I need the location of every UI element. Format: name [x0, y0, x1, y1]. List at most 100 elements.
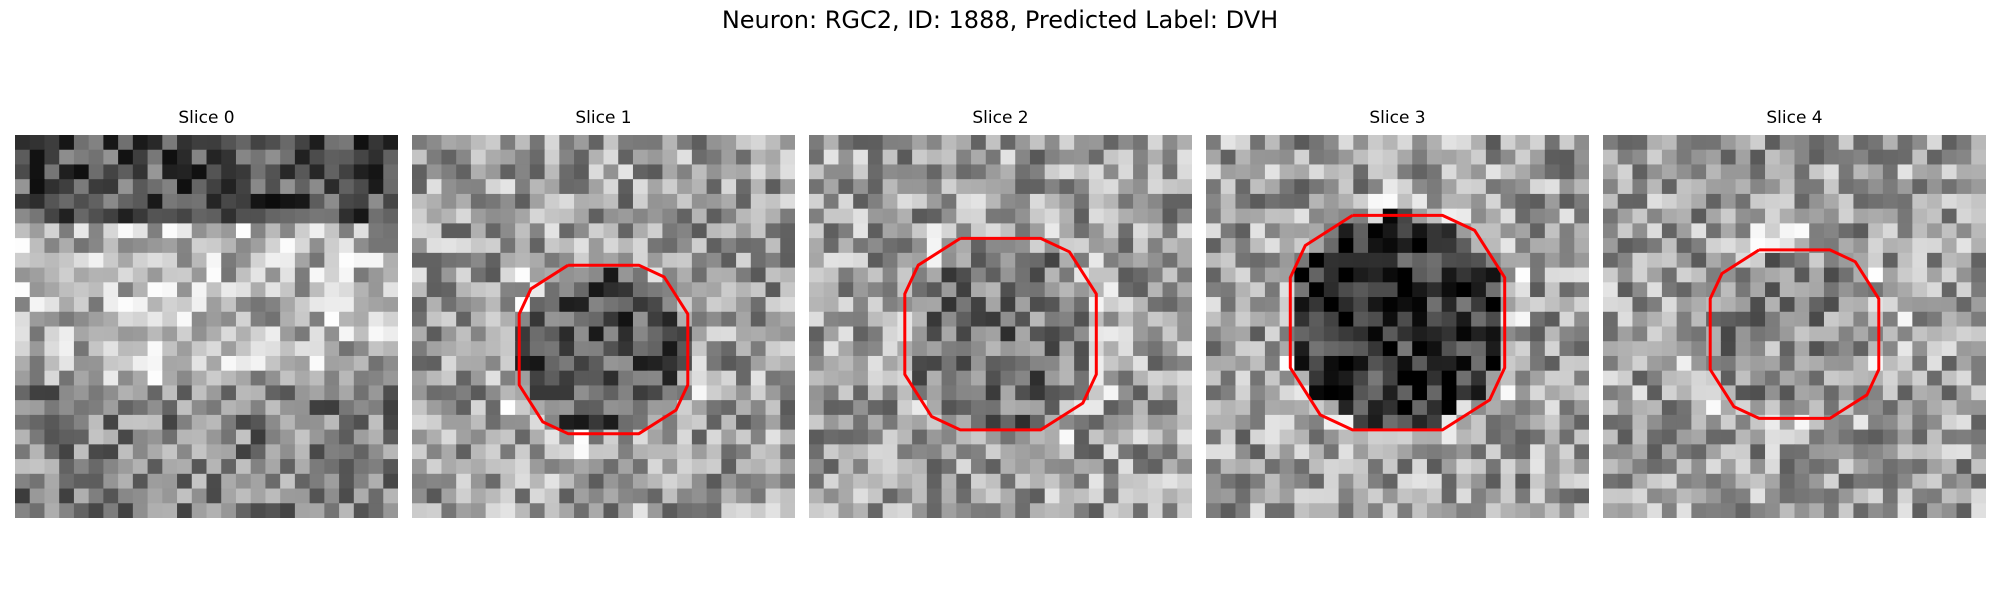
image-pixel: [1059, 488, 1075, 504]
image-pixel: [706, 473, 722, 490]
image-pixel: [44, 208, 60, 224]
image-pixel: [1441, 326, 1458, 342]
image-pixel: [1868, 488, 1884, 504]
image-pixel: [206, 503, 222, 518]
image-pixel: [426, 179, 443, 195]
image-pixel: [1044, 385, 1061, 401]
image-pixel: [1661, 444, 1678, 460]
image-pixel: [1617, 238, 1634, 254]
image-pixel: [500, 400, 516, 416]
image-pixel: [1647, 473, 1663, 490]
image-pixel: [177, 311, 193, 328]
image-pixel: [1088, 400, 1105, 416]
image-pixel: [1603, 267, 1619, 283]
image-pixel: [1294, 414, 1310, 431]
image-pixel: [1603, 355, 1619, 372]
image-pixel: [1838, 459, 1855, 475]
image-pixel: [529, 326, 546, 342]
image-pixel: [1177, 355, 1192, 372]
image-pixel: [1750, 459, 1766, 475]
image-pixel: [941, 473, 957, 490]
image-pixel: [1765, 429, 1781, 445]
image-pixel: [1676, 149, 1692, 166]
image-pixel: [206, 282, 222, 298]
image-pixel: [103, 503, 119, 518]
image-pixel: [853, 414, 869, 431]
image-pixel: [897, 459, 913, 475]
image-pixel: [44, 488, 60, 504]
image-pixel: [324, 252, 340, 269]
image-pixel: [1456, 503, 1472, 518]
image-pixel: [1264, 252, 1281, 269]
image-pixel: [1882, 238, 1899, 254]
image-pixel: [470, 311, 487, 328]
image-pixel: [691, 208, 708, 224]
image-pixel: [1059, 414, 1075, 431]
image-pixel: [147, 444, 163, 460]
image-pixel: [1397, 503, 1413, 518]
image-pixel: [1441, 179, 1458, 195]
image-pixel: [1206, 267, 1222, 283]
image-pixel: [971, 459, 987, 475]
image-pixel: [206, 385, 222, 401]
image-pixel: [1029, 193, 1046, 210]
image-pixel: [529, 488, 546, 504]
image-pixel: [1574, 488, 1589, 504]
image-pixel: [1956, 208, 1972, 224]
image-pixel: [1412, 164, 1428, 180]
image-pixel: [956, 311, 972, 328]
image-pixel: [985, 252, 1002, 269]
image-pixel: [1177, 238, 1192, 254]
image-pixel: [1853, 414, 1869, 431]
image-pixel: [132, 238, 149, 254]
image-pixel: [177, 429, 193, 445]
image-pixel: [1765, 179, 1781, 195]
image-pixel: [853, 208, 869, 224]
image-pixel: [574, 326, 590, 342]
image-pixel: [1632, 208, 1648, 224]
image-pixel: [1956, 223, 1972, 239]
image-pixel: [250, 385, 267, 401]
image-pixel: [1765, 282, 1781, 298]
image-pixel: [574, 459, 590, 475]
image-pixel: [470, 208, 487, 224]
image-pixel: [1309, 444, 1325, 460]
image-pixel: [1720, 341, 1737, 357]
image-pixel: [662, 193, 678, 210]
image-pixel: [500, 267, 516, 283]
image-pixel: [1750, 311, 1766, 328]
image-pixel: [1382, 238, 1399, 254]
image-pixel: [44, 282, 60, 298]
image-pixel: [29, 385, 46, 401]
image-pixel: [1323, 488, 1340, 504]
image-pixel: [985, 282, 1002, 298]
image-pixel: [941, 267, 957, 283]
image-pixel: [1118, 370, 1134, 387]
image-pixel: [1617, 149, 1634, 166]
image-pixel: [618, 297, 634, 313]
image-pixel: [441, 459, 457, 475]
image-pixel: [1118, 488, 1134, 504]
image-pixel: [1309, 355, 1325, 372]
image-pixel: [1485, 193, 1502, 210]
image-pixel: [926, 297, 943, 313]
image-pixel: [1044, 326, 1061, 342]
image-pixel: [280, 414, 296, 431]
image-pixel: [1632, 135, 1648, 151]
image-pixel: [677, 355, 693, 372]
image-pixel: [1897, 429, 1913, 445]
image-pixel: [324, 503, 340, 518]
image-pixel: [59, 385, 75, 401]
image-pixel: [1720, 149, 1737, 166]
image-pixel: [1676, 267, 1692, 283]
image-pixel: [383, 267, 398, 283]
image-pixel: [250, 252, 267, 269]
image-pixel: [780, 444, 795, 460]
image-pixel: [1059, 385, 1075, 401]
image-pixel: [750, 341, 767, 357]
image-pixel: [147, 355, 163, 372]
image-pixel: [956, 355, 972, 372]
image-pixel: [1206, 282, 1222, 298]
image-pixel: [529, 297, 546, 313]
image-pixel: [368, 282, 384, 298]
